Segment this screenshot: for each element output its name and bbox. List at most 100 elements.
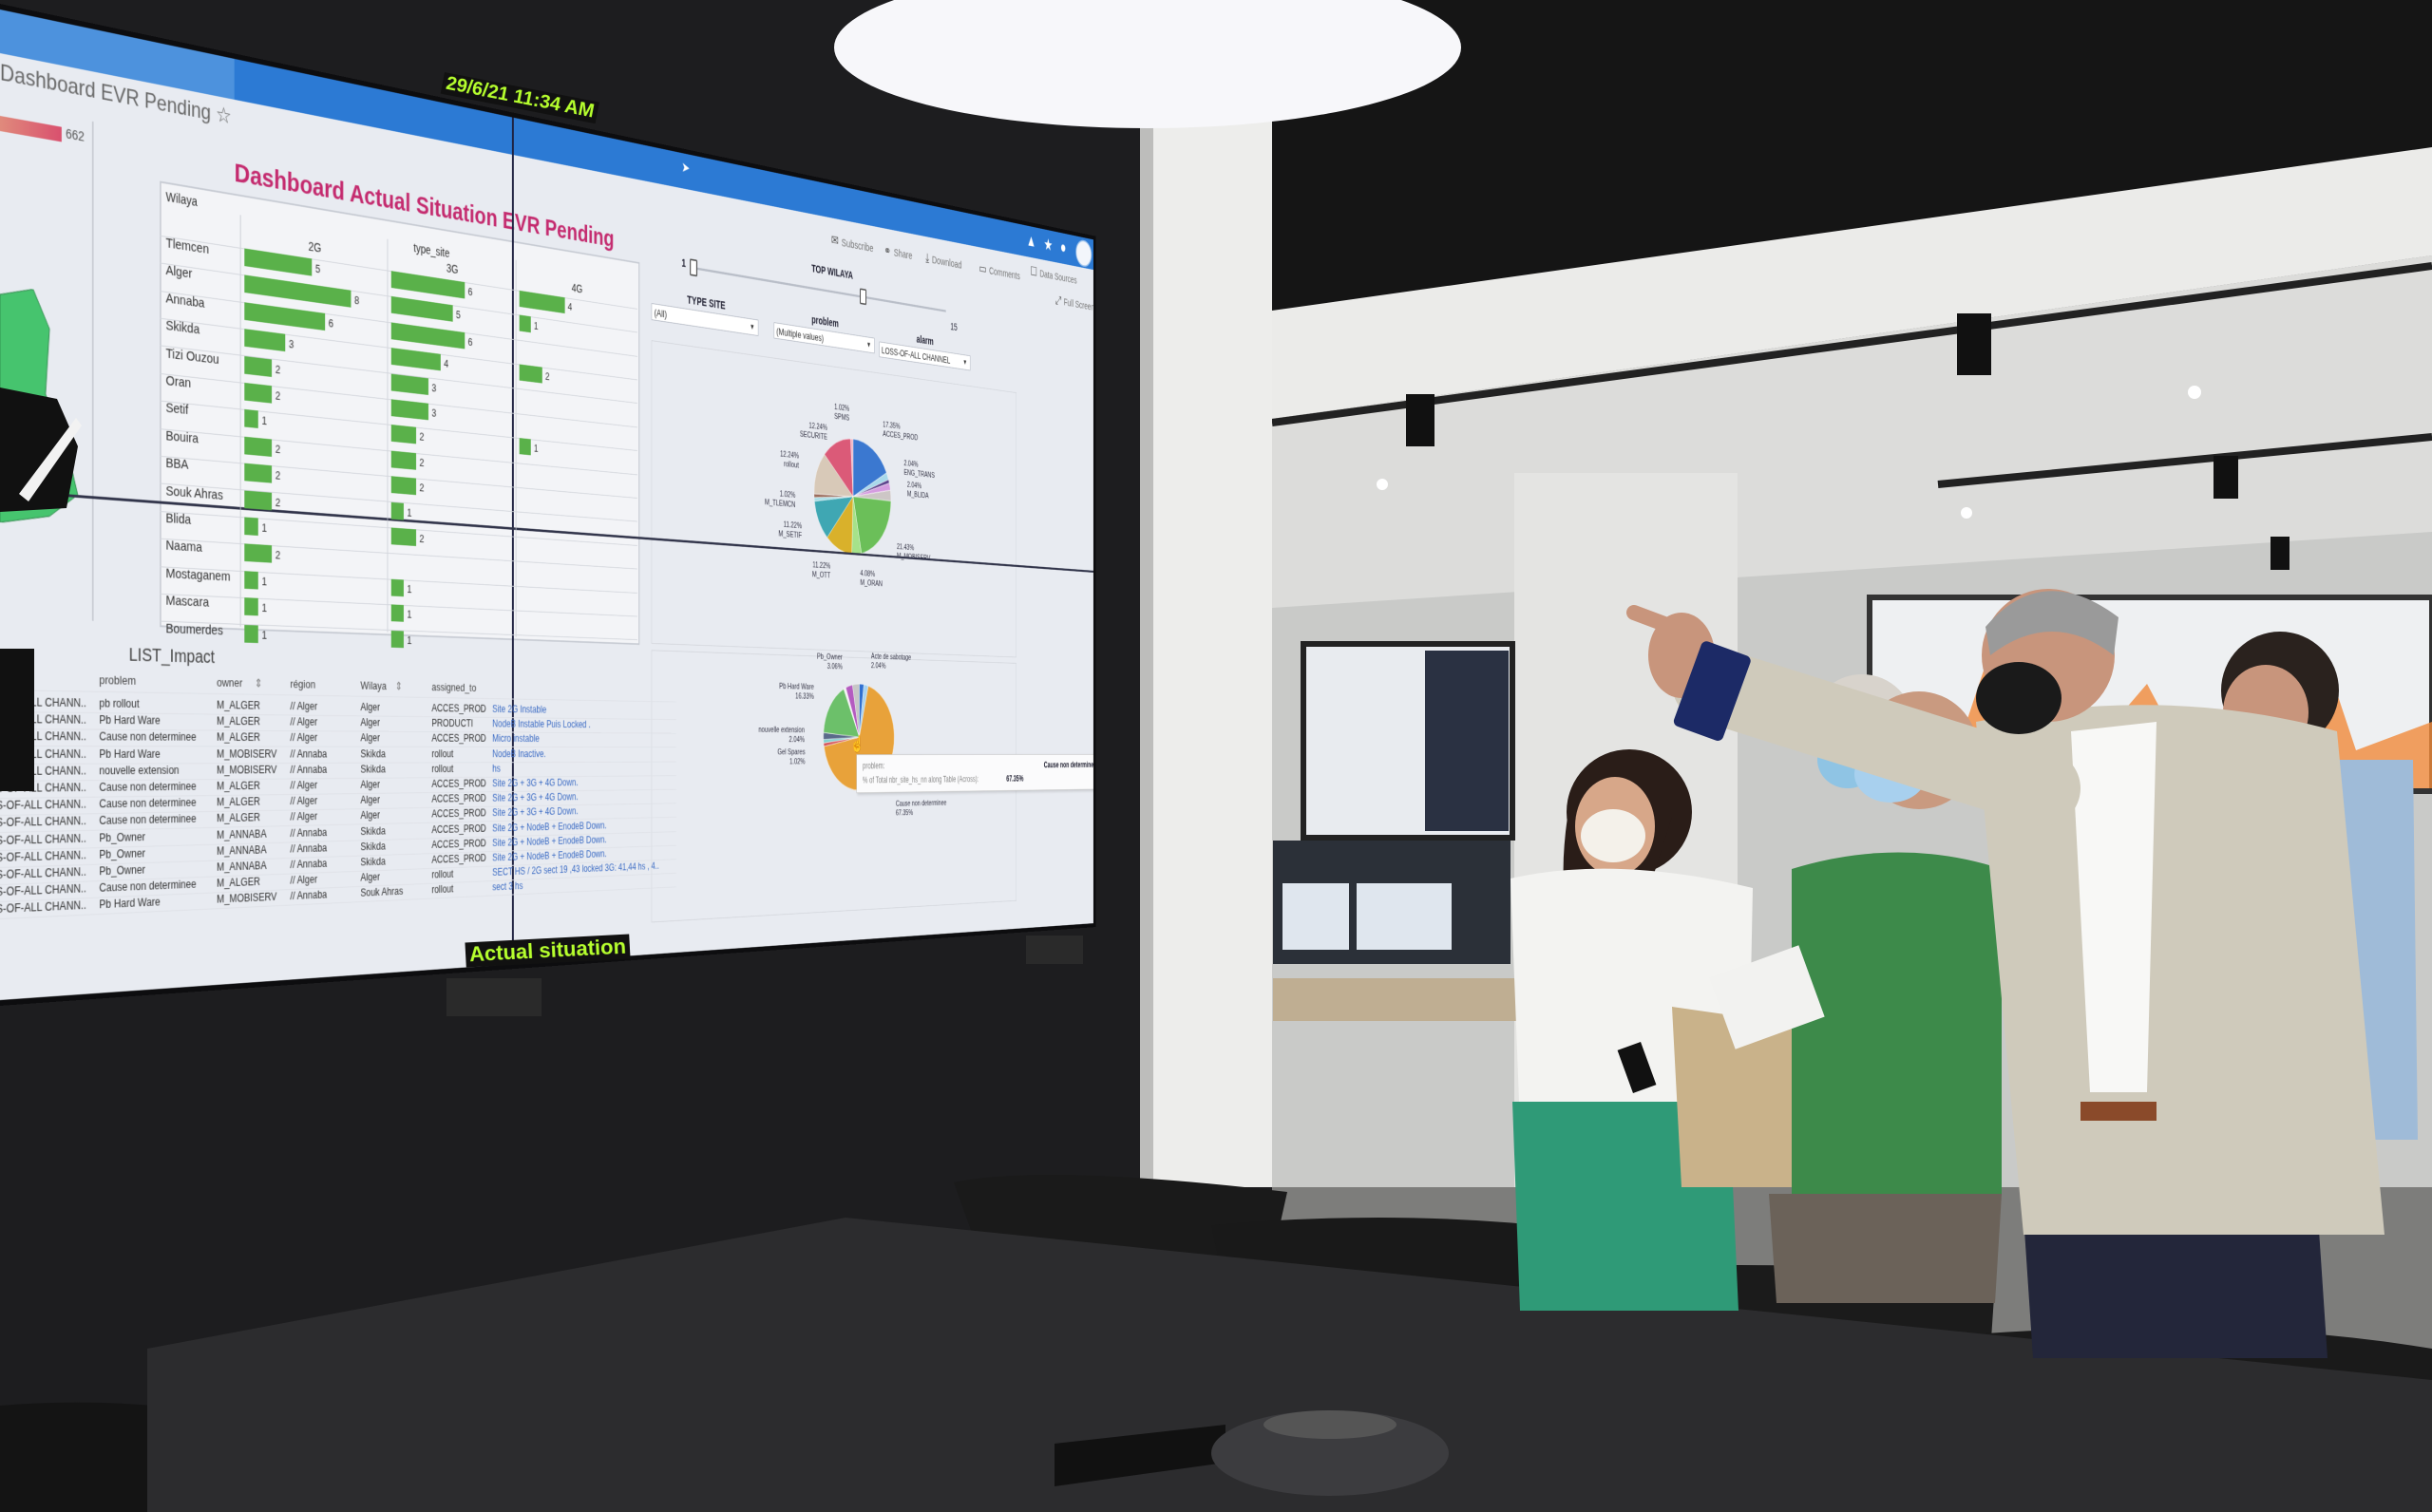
list-cell-assigned_to: rollout: [431, 883, 453, 896]
bar-2G-blida[interactable]: [244, 517, 257, 536]
bar-value-label: 5: [456, 309, 461, 322]
bar-4G-setif[interactable]: [520, 438, 531, 455]
list-cell-description[interactable]: Site 2G + NodeB + EnodeB Down.: [492, 848, 606, 863]
list-cell-description[interactable]: Site 2G + NodeB + EnodeB Down.: [492, 834, 606, 848]
bar-3G-souk-ahras[interactable]: [391, 501, 404, 520]
pie-slice-label: Acte de sabotage: [871, 652, 911, 662]
list-cell-wilaya: Alger: [360, 871, 380, 883]
pie-slice-percent: 4.08%: [860, 570, 875, 579]
sort-icon[interactable]: ⇕: [395, 680, 403, 693]
pie-slice-label: Gel Spares: [777, 748, 805, 757]
list-cell-region: // Annaba: [290, 889, 327, 903]
list-cell-wilaya: Alger: [360, 779, 380, 791]
bar-3G-bouira[interactable]: [391, 450, 416, 469]
list-column-header-wilaya[interactable]: Wilaya: [360, 679, 386, 692]
list-cell-description[interactable]: sect 3 hs: [492, 880, 522, 893]
bar-2G-bba[interactable]: [244, 463, 272, 483]
foreground-phone: [0, 0, 114, 855]
bar-value-label: 6: [329, 316, 333, 330]
bar-value-label: 2: [276, 549, 280, 562]
list-cell-description[interactable]: NodeB Inactive.: [492, 747, 546, 759]
star-icon[interactable]: ★: [1044, 235, 1053, 255]
list-cell-wilaya: Skikda: [360, 856, 385, 868]
info-icon[interactable]: ●: [1060, 238, 1066, 258]
pie-slice-percent: 1.02%: [780, 490, 796, 501]
download-icon: ⤓: [925, 251, 929, 265]
belt: [2080, 1102, 2156, 1121]
bar-2G-boumerdes[interactable]: [244, 625, 257, 643]
list-cell-description[interactable]: SECT HS / 2G sect 19 ,43 locked 3G: 41,4…: [492, 860, 658, 879]
list-column-header-assigned_to[interactable]: assigned_to: [431, 681, 476, 694]
bar-value-label: 2: [419, 532, 424, 545]
list-cell-description[interactable]: Site 2G + 3G + 4G Down.: [492, 791, 578, 803]
list-cell-problem: Cause non determinee: [99, 878, 196, 894]
bar-2G-mascara[interactable]: [244, 597, 257, 615]
desk-monitor-screen: [1357, 883, 1452, 950]
list-impact-title: LIST_Impact: [129, 645, 215, 668]
warning-icon[interactable]: ▲: [1026, 231, 1036, 252]
bar-3G-blida[interactable]: [391, 527, 416, 546]
bar-2G-bouira[interactable]: [244, 437, 272, 457]
ceiling-light: [1961, 507, 1972, 519]
bar-value-label: 8: [354, 293, 359, 307]
wilaya-label: Mascara: [166, 593, 209, 610]
wilaya-label: Boumerdes: [166, 620, 223, 637]
toolbar-comments-button[interactable]: ▭ Comments: [979, 261, 1020, 283]
toolbar-subscribe-button[interactable]: ✉ Subscribe: [831, 233, 873, 255]
toolbar-label: Subscribe: [842, 236, 874, 255]
list-cell-owner: M_ANNABA: [217, 827, 267, 841]
list-column-header-region[interactable]: région: [290, 677, 315, 690]
list-cell-owner: M_MOBISERV: [217, 891, 276, 906]
bar-3G-mostaganem[interactable]: [391, 579, 404, 596]
list-cell-owner: M_ALGER: [217, 811, 260, 824]
list-cell-description[interactable]: Micro instable: [492, 733, 540, 745]
top-wilaya-slider-max-handle[interactable]: [860, 288, 866, 305]
list-cell-alarm: LOSS-OF-ALL CHANN..: [0, 865, 86, 882]
bar-2G-mostaganem[interactable]: [244, 571, 257, 589]
list-cell-description[interactable]: Site 2G + 3G + 4G Down.: [492, 777, 578, 789]
list-cell-description[interactable]: Site 2G + 3G + 4G Down.: [492, 805, 578, 819]
pie-slice-percent: 2.04%: [871, 662, 885, 671]
bar-value-label: 1: [407, 608, 411, 620]
list-cell-assigned_to: PRODUCTI: [431, 717, 473, 729]
bar-2G-oran[interactable]: [244, 383, 272, 404]
bar-3G-boumerdes[interactable]: [391, 631, 404, 648]
sort-icon[interactable]: ⇕: [255, 676, 262, 690]
top-wilaya-slider-min-handle[interactable]: [690, 258, 697, 276]
pie-slice-label: M_SETIF: [778, 530, 802, 540]
column-divider: [516, 260, 517, 637]
list-cell-description[interactable]: Site 2G Instable: [492, 703, 546, 715]
bar-3G-bba[interactable]: [391, 476, 416, 495]
pie-slice-percent: 16.33%: [795, 692, 814, 701]
bar-3G-mascara[interactable]: [391, 605, 404, 622]
toolbar-download-button[interactable]: ⤓ Download: [925, 251, 961, 273]
bar-2G-tizi-ouzou[interactable]: [244, 356, 272, 377]
list-cell-wilaya: Skikda: [360, 747, 385, 760]
list-cell-owner: M_MOBISERV: [217, 764, 276, 776]
series-header-2G: 2G: [309, 239, 322, 255]
bar-2G-naama[interactable]: [244, 544, 272, 563]
bar-4G-alger[interactable]: [520, 315, 531, 333]
series-header-4G: 4G: [572, 281, 583, 295]
toolbar-full-screen-button[interactable]: ⤢ Full Screen: [1055, 293, 1093, 313]
bar-value-label: 2: [276, 388, 280, 402]
bar-3G-setif[interactable]: [391, 425, 416, 444]
list-cell-region: // Annaba: [290, 858, 327, 871]
list-column-header-owner[interactable]: owner: [217, 675, 242, 690]
comments-icon: ▭: [979, 261, 987, 276]
bar-2G-setif[interactable]: [244, 409, 257, 428]
bar-value-label: 2: [276, 362, 280, 375]
list-cell-assigned_to: rollout: [431, 763, 453, 774]
toolbar-share-button[interactable]: ⚭ Share: [884, 242, 912, 262]
bar-2G-souk-ahras[interactable]: [244, 490, 272, 510]
pie-slice-percent: 1.02%: [834, 403, 849, 413]
list-cell-wilaya: Skikda: [360, 840, 385, 852]
bar-4G-skikda[interactable]: [520, 365, 542, 384]
list-cell-description[interactable]: NodeB Instable Puis Locked .: [492, 718, 590, 730]
list-cell-description[interactable]: hs: [492, 763, 501, 774]
toolbar-data-sources-button[interactable]: ☐ Data Sources: [1031, 264, 1077, 287]
favorite-star-icon[interactable]: ☆: [216, 103, 232, 129]
wilaya-label: BBA: [166, 456, 189, 473]
list-cell-description[interactable]: Site 2G + NodeB + EnodeB Down.: [492, 820, 606, 834]
list-cell-region: // Annaba: [290, 764, 327, 776]
